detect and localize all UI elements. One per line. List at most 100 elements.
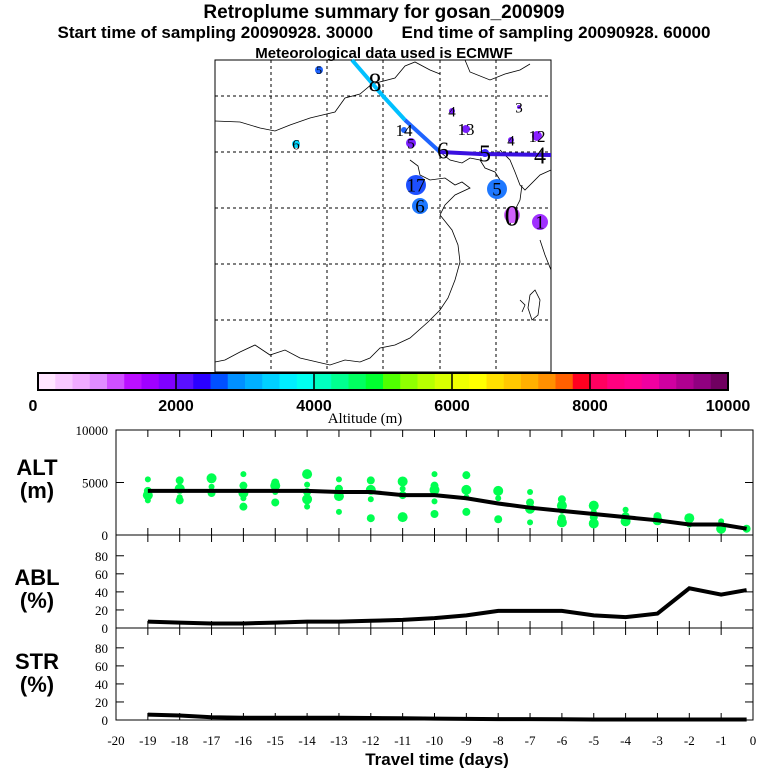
coastline xyxy=(527,289,541,321)
alt-scatter-point xyxy=(429,484,440,495)
colorbar-cell xyxy=(572,373,591,390)
alt-scatter-point xyxy=(239,502,248,511)
colorbar-cell xyxy=(348,373,367,390)
abl-panel-label: ABL (%) xyxy=(2,566,72,612)
colorbar-cell xyxy=(210,373,229,390)
y-tick-label: 40 xyxy=(95,585,108,600)
map-marker-label: 6 xyxy=(415,197,425,218)
alt-scatter-point xyxy=(431,471,438,478)
map-marker-label: 4 xyxy=(534,143,546,169)
alt-scatter-point xyxy=(270,480,281,491)
str-unit: (%) xyxy=(19,672,55,697)
alt-scatter-point xyxy=(527,488,534,495)
map-marker-label: 5 xyxy=(479,141,491,167)
colorbar-cell xyxy=(89,373,108,390)
map-marker-label: 5 xyxy=(492,180,502,201)
colorbar-cell xyxy=(434,373,453,390)
alt-scatter-point xyxy=(684,513,695,524)
colorbar-tick-label: 2000 xyxy=(158,398,194,415)
alt-scatter-point xyxy=(302,494,313,505)
colorbar-cell xyxy=(400,373,418,390)
x-tick-label: -13 xyxy=(330,733,347,748)
colorbar-frame xyxy=(37,372,729,391)
alt-scatter-point xyxy=(367,496,374,503)
y-tick-label: 0 xyxy=(102,528,109,543)
colorbar-cell xyxy=(193,373,211,390)
x-tick-label: -15 xyxy=(267,733,284,748)
map-plume-marker xyxy=(412,198,428,214)
alt-scatter-point xyxy=(462,507,471,516)
alt-scatter-point xyxy=(302,469,313,480)
alt-scatter-point xyxy=(527,519,534,526)
map-marker-label: 4 xyxy=(448,104,456,120)
alt-scatter-point xyxy=(239,481,248,490)
y-tick-label: 80 xyxy=(95,549,108,564)
coastline xyxy=(464,59,531,81)
map-plume-marker xyxy=(517,105,521,109)
alt-label: ALT xyxy=(16,455,58,480)
y-tick-label: 20 xyxy=(95,603,108,618)
alt-scatter-point xyxy=(494,515,503,524)
alt-scatter-point xyxy=(144,476,151,483)
alt-scatter-point xyxy=(462,471,471,480)
map-marker-label: 5 xyxy=(316,63,322,77)
colorbar-cell xyxy=(590,373,608,390)
colorbar-cell xyxy=(314,373,332,390)
colorbar-cell xyxy=(124,373,142,390)
colorbar-cell xyxy=(659,373,677,390)
sampling-times: Start time of sampling 20090928. 30000 E… xyxy=(0,23,768,43)
alt-scatter-point xyxy=(208,483,215,490)
colorbar-cell xyxy=(279,373,298,390)
trajectory-segment xyxy=(350,58,407,122)
map-marker-label: 6 xyxy=(437,138,449,164)
alt-scatter-point xyxy=(495,495,502,502)
alt-scatter-point xyxy=(335,508,342,515)
alt-panel-label: ALT (m) xyxy=(2,456,72,502)
map-plume-marker xyxy=(532,214,548,230)
map-marker-label: 17 xyxy=(407,176,426,197)
x-tick-label: -6 xyxy=(556,733,567,748)
colorbar-cell xyxy=(521,373,539,390)
colorbar-cell xyxy=(55,373,73,390)
alt-scatter-point xyxy=(588,518,599,529)
colorbar-cell xyxy=(365,373,384,390)
alt-scatter-point xyxy=(304,503,311,510)
colorbar-cell xyxy=(141,373,160,390)
y-tick-label: 0 xyxy=(102,621,109,636)
str-panel-label: STR (%) xyxy=(2,650,72,696)
coastline xyxy=(499,149,552,191)
x-tick-label: 0 xyxy=(750,733,757,748)
colorbar-cell xyxy=(227,373,246,390)
colorbar-tick-label: 10000 xyxy=(706,398,751,415)
x-tick-label: -18 xyxy=(171,733,188,748)
end-time: End time of sampling 20090928. 60000 xyxy=(401,23,711,42)
map-plume-marker xyxy=(504,207,520,223)
alt-scatter-point xyxy=(240,495,247,502)
alt-scatter-point xyxy=(399,485,406,492)
map-plume-marker xyxy=(487,179,507,199)
colorbar-tick-label: 6000 xyxy=(434,398,470,415)
y-tick-label: 20 xyxy=(95,695,108,710)
alt-scatter-point xyxy=(175,476,184,485)
alt-scatter-point xyxy=(588,500,599,511)
x-tick-label: -11 xyxy=(394,733,411,748)
colorbar-axis-label: Altitude (m) xyxy=(328,411,403,427)
map-plume-marker xyxy=(292,140,300,148)
x-tick-label: -8 xyxy=(493,733,504,748)
alt-scatter-point xyxy=(622,506,629,513)
map-plume-marker xyxy=(406,175,426,195)
alt-scatter-point xyxy=(366,514,375,523)
colorbar-tick-label: 8000 xyxy=(572,398,608,415)
colorbar-cell xyxy=(503,373,522,390)
colorbar-cell xyxy=(107,373,125,390)
y-tick-label: 10000 xyxy=(76,423,109,438)
alt-scatter-point xyxy=(240,471,247,478)
colorbar-cell xyxy=(245,373,263,390)
colorbar-tick-label: 0 xyxy=(29,398,38,415)
map-marker-label: 6 xyxy=(292,137,300,153)
y-tick-label: 40 xyxy=(95,677,108,692)
trajectory-segment xyxy=(439,150,552,157)
alt-scatter-point xyxy=(430,510,439,518)
alt-scatter-point xyxy=(556,500,567,511)
coastline xyxy=(539,239,552,271)
